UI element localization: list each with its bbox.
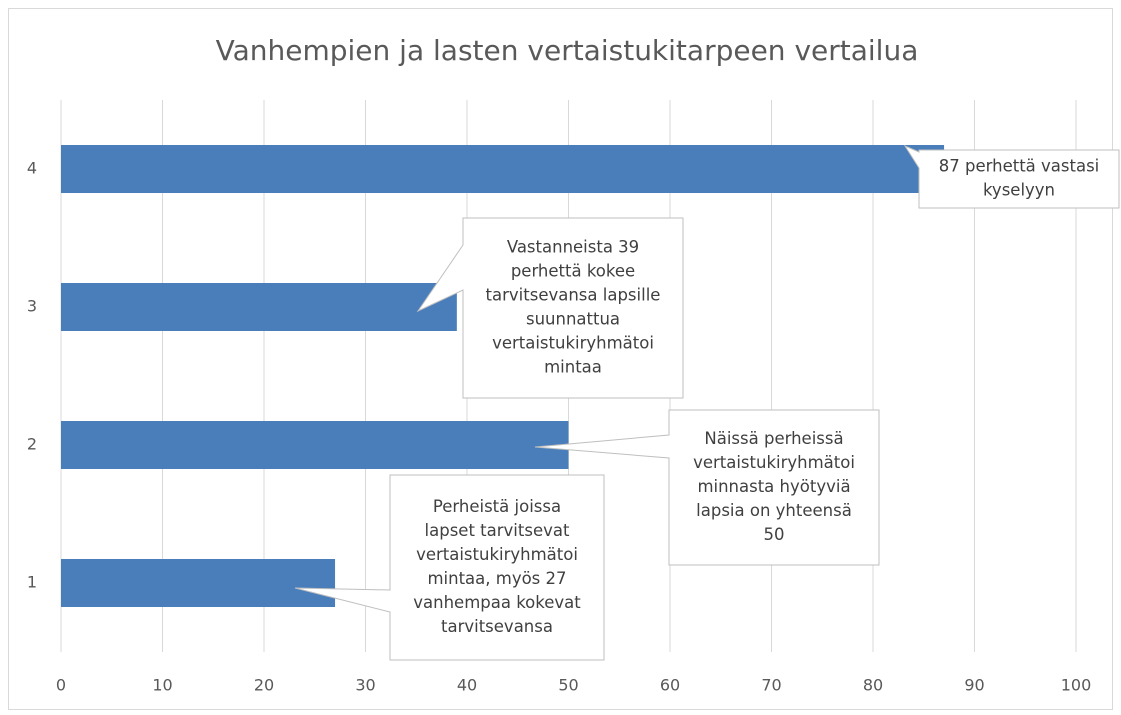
x-tick-label: 10 [152,676,172,695]
y-tick-label: 4 [27,159,37,178]
annotation-text: vertaistukiryhmätoi [693,453,855,472]
annotation-text: kyselyyn [983,181,1055,200]
chart-title: Vanhempien ja lasten vertaistukitarpeen … [216,34,919,67]
x-tick-label: 20 [254,676,274,695]
y-tick-label: 3 [27,297,37,316]
y-tick-label: 2 [27,435,37,454]
annotation-text: lapsia on yhteensä [696,501,852,520]
annotation-text: mintaa [544,358,602,377]
x-tick-label: 80 [863,676,883,695]
x-tick-label: 100 [1061,676,1092,695]
bar [61,283,457,331]
annotation-text: minnasta hyötyviä [697,477,850,496]
annotation-text: lapset tarvitsevat [425,521,570,540]
annotation-text: Näissä perheissä [704,429,843,448]
annotation-text: vanhempaa kokevat [413,593,581,612]
callout [903,144,1120,209]
x-tick-label: 60 [660,676,680,695]
bar [61,145,945,193]
x-tick-label: 0 [56,676,66,695]
annotation-text: perhettä kokee [511,262,635,281]
annotation-text: 50 [764,525,785,544]
annotation-text: Vastanneista 39 [507,238,639,257]
y-tick-label: 1 [27,573,37,592]
callout [294,474,605,661]
x-tick-label: 50 [558,676,578,695]
bar [61,421,569,469]
bar [61,559,336,607]
annotation-text: suunnattua [526,310,620,329]
annotation-text: 87 perhettä vastasi [939,157,1100,176]
annotation-text: mintaa, myös 27 [427,569,566,588]
x-tick-label: 70 [761,676,781,695]
annotation-text: tarvitsevansa [441,617,553,636]
x-tick-label: 90 [964,676,984,695]
callout [416,217,684,399]
x-tick-label: 30 [355,676,375,695]
annotation-text: tarvitsevansa lapsille [486,286,661,305]
annotation-text: Perheistä joissa [433,497,561,516]
annotation-text: vertaistukiryhmätoi [416,545,578,564]
x-tick-label: 40 [457,676,477,695]
annotation-text: vertaistukiryhmätoi [492,334,654,353]
callout [534,409,880,566]
